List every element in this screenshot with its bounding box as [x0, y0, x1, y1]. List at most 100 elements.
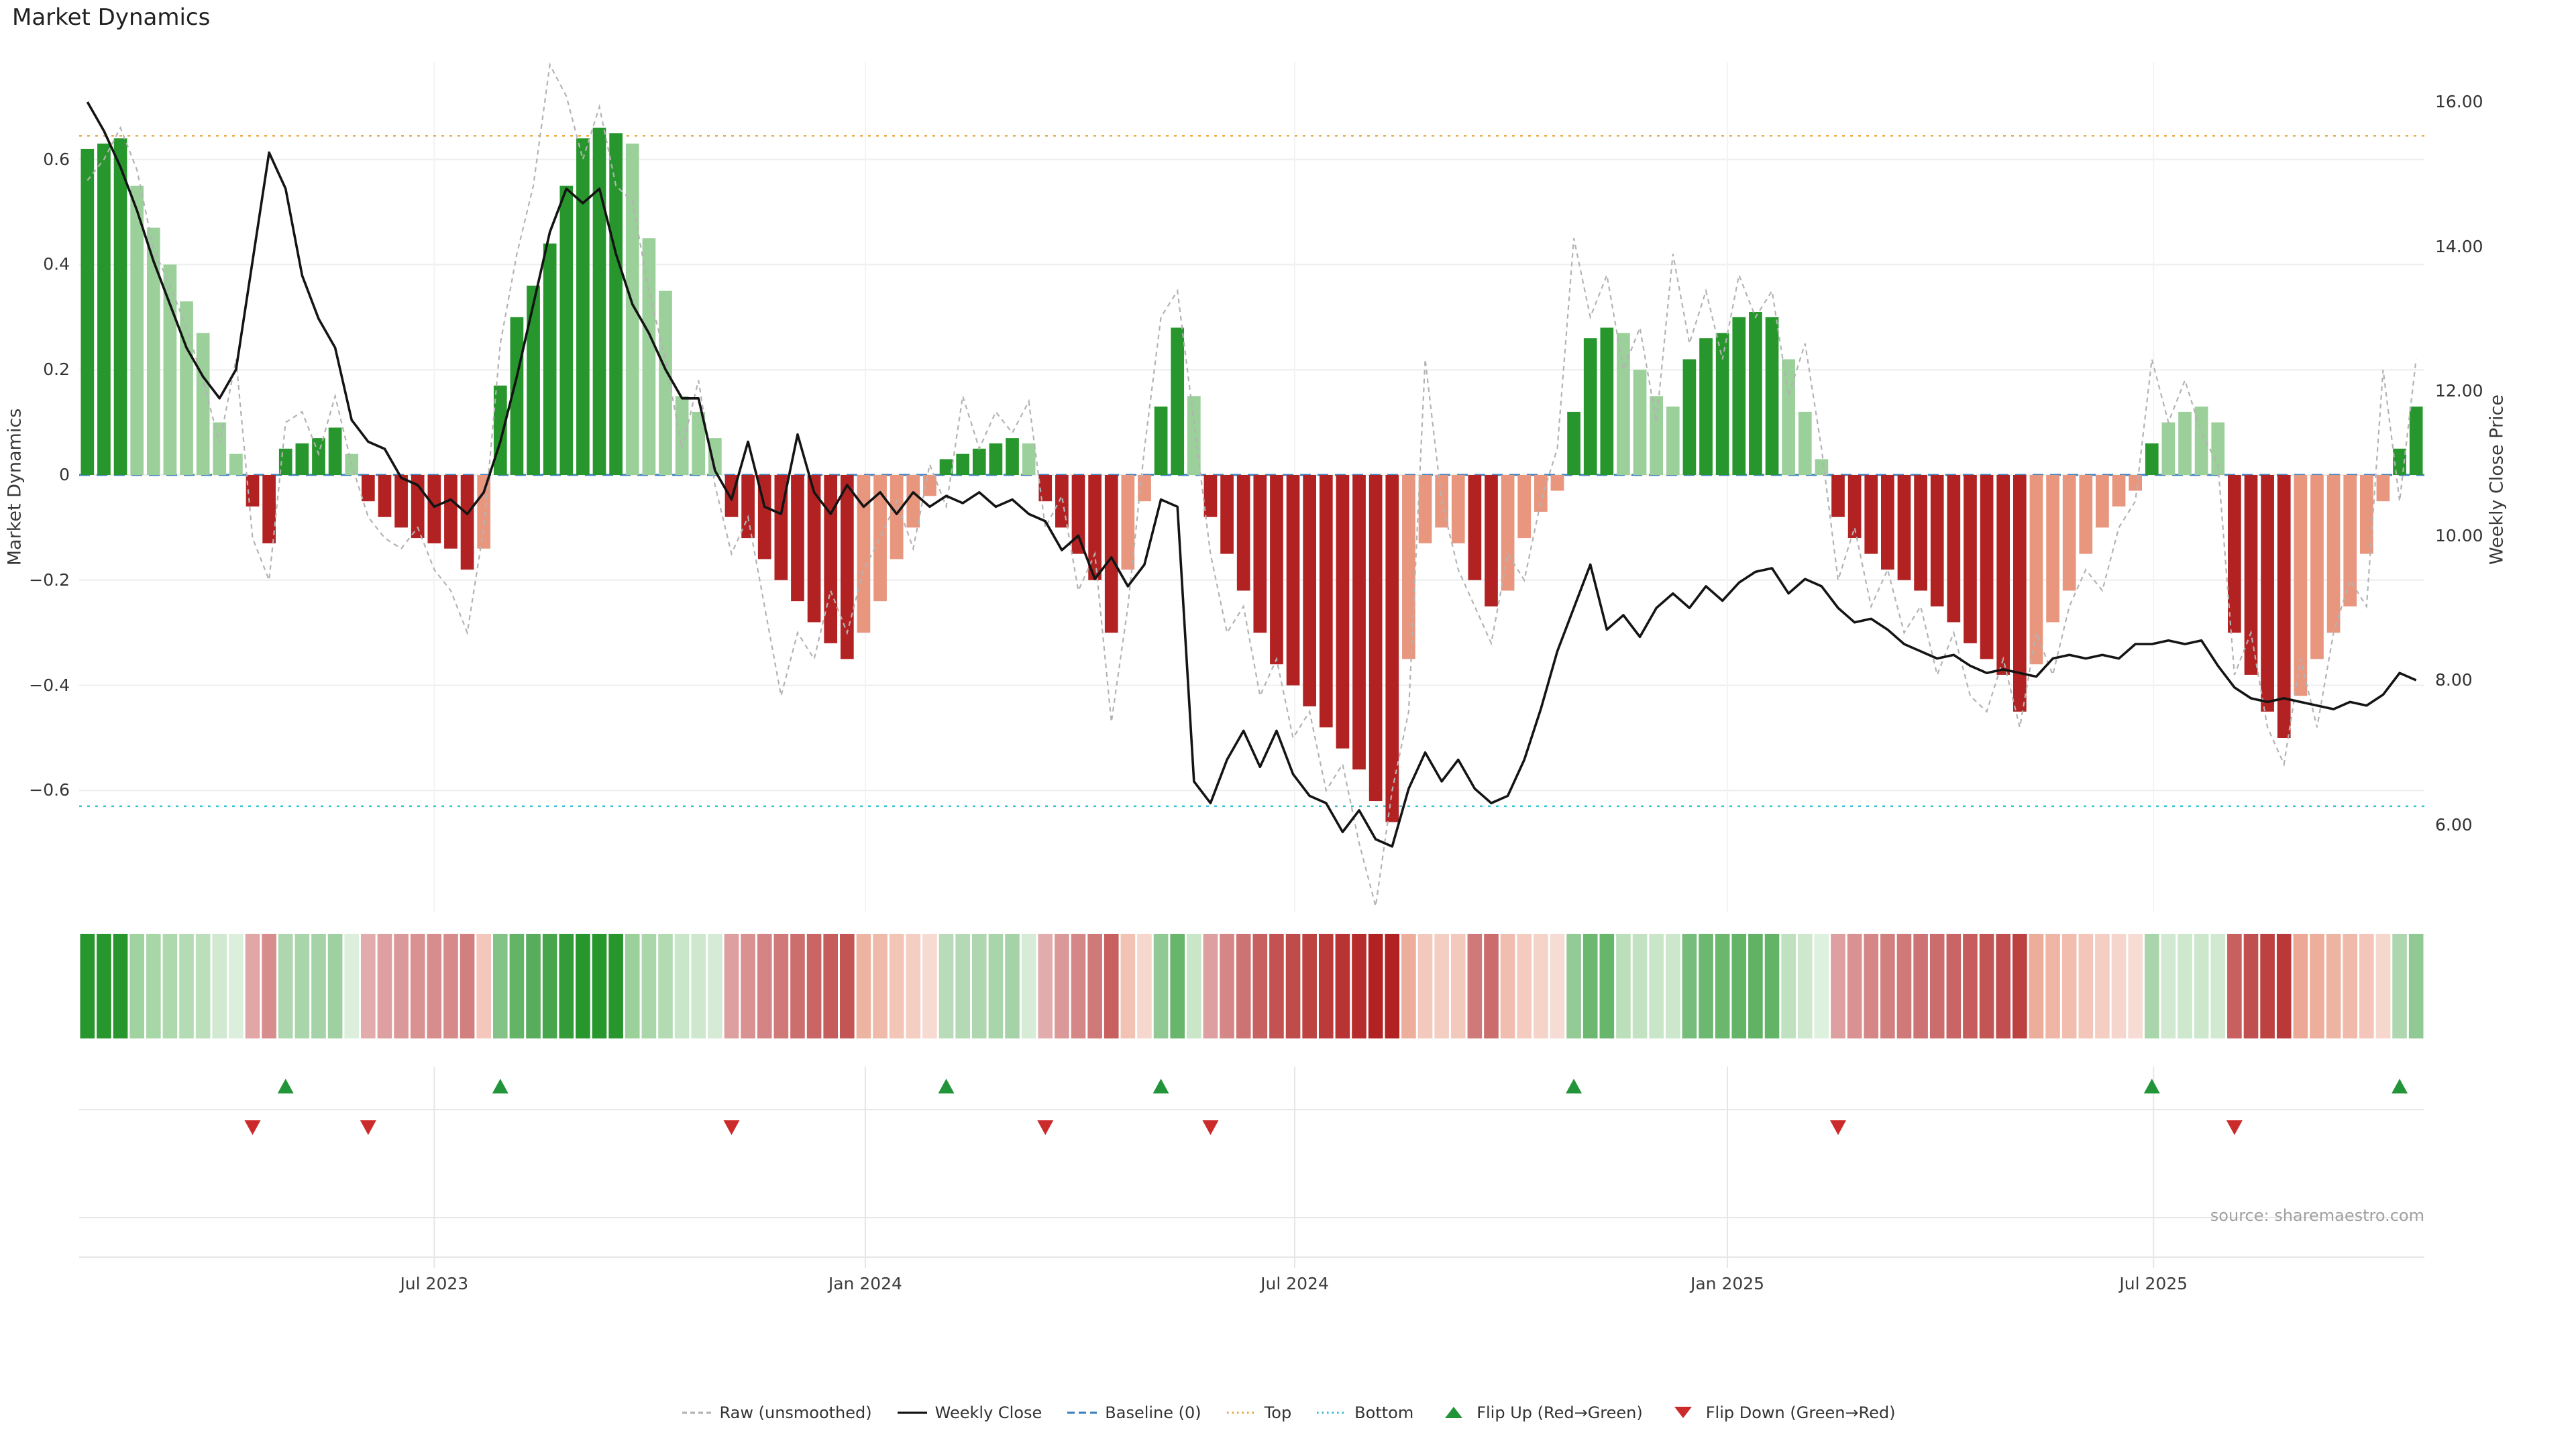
dynamics-bar: [1847, 475, 1862, 539]
dynamics-bar: [1517, 475, 1532, 539]
heatmap-cell: [1220, 934, 1234, 1038]
left-axis-tick-label: −0.6: [29, 780, 70, 800]
heatmap-cell: [146, 934, 161, 1038]
dynamics-bar: [1583, 338, 1597, 475]
heatmap-cell: [2392, 934, 2407, 1038]
heatmap-cell: [1038, 934, 1053, 1038]
dynamics-bar: [1038, 475, 1053, 502]
dynamics-bar: [2112, 475, 2126, 507]
heatmap-cell: [806, 934, 822, 1038]
heatmap-cell: [2310, 934, 2324, 1038]
legend-item: Baseline (0): [1066, 1403, 1201, 1422]
dynamics-bar: [312, 438, 325, 475]
heatmap-cell: [2343, 934, 2358, 1038]
heatmap-cell: [311, 934, 326, 1038]
heatmap-cell: [2029, 934, 2044, 1038]
dynamics-bar: [1947, 475, 1961, 623]
dynamics-bar: [1187, 396, 1201, 475]
heatmap-cell: [245, 934, 260, 1038]
dynamics-bar: [1930, 475, 1944, 606]
heatmap-cell: [608, 934, 623, 1038]
dynamics-bar: [1633, 370, 1647, 475]
heatmap-cell: [262, 934, 276, 1038]
legend-label: Flip Up (Red→Green): [1477, 1403, 1643, 1422]
heatmap-cell: [410, 934, 425, 1038]
heatmap-cell: [212, 934, 227, 1038]
dynamics-bar: [1451, 475, 1465, 543]
dotted-line-icon: [1317, 1411, 1347, 1414]
heatmap-cell: [162, 934, 178, 1038]
dynamics-bar: [1815, 459, 1829, 475]
heatmap-cell: [2227, 934, 2242, 1038]
x-axis-tick-label: Jan 2025: [1690, 1274, 1765, 1293]
heatmap-cell: [1896, 934, 1912, 1038]
heatmap-cell: [988, 934, 1004, 1038]
heatmap-cell: [1534, 934, 1548, 1038]
dynamics-bar: [146, 227, 160, 475]
heatmap-cell: [2276, 934, 2292, 1038]
legend-item: Flip Up (Red→Green): [1438, 1403, 1643, 1422]
heatmap-cell: [1417, 934, 1433, 1038]
dynamics-bar: [2161, 422, 2176, 475]
solid-line-icon: [897, 1411, 927, 1414]
dynamics-bar: [1831, 475, 1845, 517]
heatmap-cell: [1467, 934, 1483, 1038]
heatmap-cell: [708, 934, 722, 1038]
heatmap-cell: [1715, 934, 1730, 1038]
dynamics-bar: [361, 475, 375, 502]
heatmap-cell: [1335, 934, 1350, 1038]
dynamics-bar: [2046, 475, 2059, 623]
heatmap-cell: [492, 934, 508, 1038]
dynamics-bar: [2029, 475, 2043, 665]
heatmap-cell: [576, 934, 590, 1038]
heatmap-cell: [790, 934, 805, 1038]
heatmap-cell: [1302, 934, 1317, 1038]
heatmap-cell: [559, 934, 574, 1038]
x-axis-tick-label: Jul 2025: [2119, 1274, 2188, 1293]
heatmap-cell: [741, 934, 755, 1038]
dashed-line-icon: [682, 1411, 712, 1414]
heatmap-cell: [906, 934, 921, 1038]
dynamics-bar: [840, 475, 854, 659]
dynamics-bar: [1006, 438, 1019, 475]
heatmap-cell: [97, 934, 111, 1038]
heatmap-cell: [476, 934, 491, 1038]
dynamics-bar: [1732, 317, 1746, 475]
heatmap-cell: [2359, 934, 2374, 1038]
left-axis-tick-label: −0.2: [29, 570, 70, 590]
heatmap-cell: [1385, 934, 1400, 1038]
heatmap-cell: [1731, 934, 1747, 1038]
heatmap-cell: [542, 934, 557, 1038]
dotted-line-icon: [1226, 1411, 1256, 1414]
dynamics-bar: [2409, 407, 2423, 475]
heatmap-cell: [1236, 934, 1251, 1038]
heatmap-cell: [1781, 934, 1796, 1038]
right-axis-tick-label: 8.00: [2435, 670, 2473, 690]
heatmap-cell: [2375, 934, 2391, 1038]
heatmap-cell: [1748, 934, 1763, 1038]
dynamics-bar: [1468, 475, 1482, 580]
heatmap-cell: [658, 934, 673, 1038]
triangle-down-icon: [1674, 1407, 1692, 1418]
heatmap-cell: [674, 934, 690, 1038]
longdash-line-icon: [1067, 1411, 1097, 1414]
flip-down-marker: [244, 1120, 261, 1135]
flip-up-marker: [1152, 1079, 1169, 1093]
heatmap-cell: [938, 934, 954, 1038]
heatmap-cell: [1153, 934, 1169, 1038]
heatmap-cell: [1550, 934, 1565, 1038]
dynamics-bar: [1121, 475, 1135, 570]
legend-label: Baseline (0): [1105, 1403, 1201, 1422]
dynamics-bar: [477, 475, 491, 549]
heatmap-cell: [2111, 934, 2127, 1038]
dynamics-bar: [180, 301, 193, 475]
dynamics-bar: [2062, 475, 2076, 591]
dynamics-bar: [1897, 475, 1911, 580]
heatmap-cell: [757, 934, 772, 1038]
heatmap-cell: [229, 934, 244, 1038]
dynamics-bar: [2079, 475, 2093, 554]
heatmap-cell: [1566, 934, 1581, 1038]
heatmap-cell: [1120, 934, 1136, 1038]
